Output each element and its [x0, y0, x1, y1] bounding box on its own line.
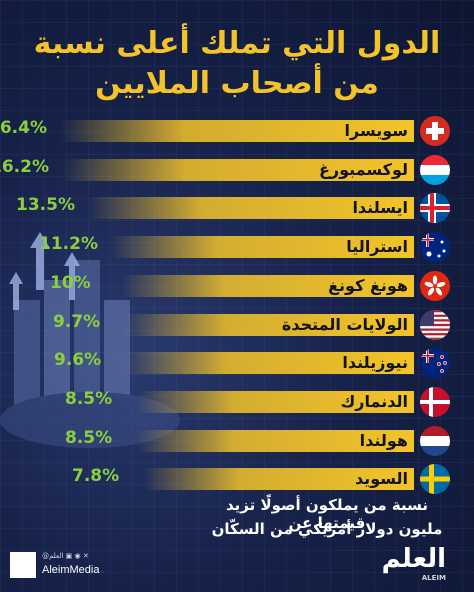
category-label: هولندا	[359, 430, 408, 450]
bar	[125, 313, 414, 336]
bar	[137, 390, 414, 413]
category-label: استراليا	[346, 237, 408, 257]
switzerland-flag-icon	[420, 116, 450, 146]
australia-flag-icon	[420, 232, 450, 263]
new-zealand-flag-icon	[420, 348, 450, 379]
bar	[144, 468, 414, 491]
bar	[137, 429, 414, 452]
value-label: 9.7%	[53, 311, 101, 332]
category-label: سويسرا	[344, 121, 409, 140]
title-line-1: الدول التي تملك أعلى نسبة	[33, 26, 441, 61]
united-states-flag-icon	[420, 309, 450, 340]
social-handle: AleimMedia	[42, 564, 100, 576]
denmark-flag-icon	[420, 386, 450, 417]
value-label: 8.5%	[65, 427, 113, 448]
category-label: لوكسمبورغ	[318, 159, 408, 179]
hong-kong-flag-icon	[420, 270, 450, 301]
bar	[111, 236, 414, 259]
value-label: 16.4%	[0, 118, 47, 138]
iceland-flag-icon	[420, 193, 450, 224]
bar	[60, 120, 414, 142]
bar	[126, 352, 414, 375]
value-label: 16.2%	[0, 156, 49, 177]
value-label: 10%	[50, 272, 91, 293]
netherlands-flag-icon	[420, 425, 450, 456]
category-label: الولايات المتحدة	[281, 314, 408, 334]
sweden-flag-icon	[420, 464, 450, 495]
category-label: ايسلندا	[352, 198, 408, 218]
category-label: الدنمارك	[340, 391, 408, 411]
brand-name: العلم	[381, 544, 446, 574]
brand-sub: ALEIM	[421, 574, 446, 582]
brand-logo: العلم ALEIM	[382, 544, 446, 582]
footnote-line-1: نسبة من يملكون أصولًا تزيد قيمتها عن	[225, 496, 428, 532]
value-label: 7.8%	[72, 466, 120, 487]
category-label: نيوزيلندا	[342, 353, 408, 373]
value-label: 9.6%	[54, 350, 102, 371]
bar	[122, 274, 414, 297]
value-label: 8.5%	[65, 388, 113, 409]
footnote-line-2: مليون دولار أمريكي من السكّان	[211, 520, 443, 538]
qr-code-icon	[10, 552, 36, 578]
value-label: 11.2%	[39, 234, 98, 255]
social-icons: @العلم ▣ ◉ ✕	[42, 552, 89, 560]
bar	[88, 197, 414, 220]
category-label: السويد	[354, 469, 408, 489]
value-label: 13.5%	[16, 195, 75, 216]
category-label: هونغ كونغ	[328, 275, 408, 295]
title-line-2: من أصحاب الملايين	[95, 66, 379, 101]
luxembourg-flag-icon	[420, 154, 450, 185]
bar	[62, 158, 414, 181]
